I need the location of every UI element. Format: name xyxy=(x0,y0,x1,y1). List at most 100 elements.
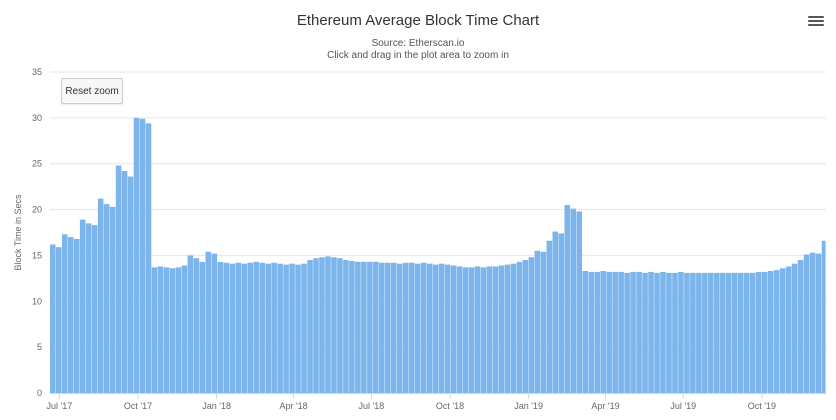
bar xyxy=(414,263,421,393)
bar xyxy=(115,165,122,393)
bar xyxy=(462,267,469,393)
bar xyxy=(749,272,756,393)
bar xyxy=(50,244,56,393)
chart-title: Ethereum Average Block Time Chart xyxy=(296,12,540,29)
bar xyxy=(139,118,146,393)
hamburger-menu-icon[interactable] xyxy=(808,14,824,28)
bar xyxy=(570,208,577,393)
y-tick-label: 5 xyxy=(37,342,42,352)
bar xyxy=(181,265,188,393)
bar xyxy=(253,261,259,393)
bar xyxy=(408,262,415,393)
bar xyxy=(169,268,176,393)
bar xyxy=(259,262,265,393)
bar xyxy=(361,261,367,393)
y-tick-label: 30 xyxy=(32,113,42,123)
bar xyxy=(576,211,583,393)
bar xyxy=(432,264,439,393)
bar xyxy=(355,261,361,393)
bar xyxy=(187,255,194,393)
bar xyxy=(702,272,708,393)
bar xyxy=(773,270,780,393)
bar xyxy=(289,263,295,393)
bar xyxy=(708,272,714,393)
x-tick-label: Oct '17 xyxy=(124,401,152,411)
bar xyxy=(510,263,517,393)
bar xyxy=(450,265,457,393)
bar xyxy=(325,256,331,393)
bar xyxy=(654,272,660,393)
bar xyxy=(522,260,529,393)
bar xyxy=(205,251,212,393)
bar xyxy=(307,260,313,393)
bar xyxy=(731,272,738,393)
bar xyxy=(516,261,523,393)
y-tick-label: 15 xyxy=(32,250,42,260)
bar xyxy=(402,262,409,393)
bar xyxy=(277,263,283,393)
bar xyxy=(755,271,762,393)
bar xyxy=(295,264,301,393)
bar xyxy=(235,262,242,393)
bar xyxy=(630,271,636,393)
bar xyxy=(648,271,654,393)
bar xyxy=(163,267,170,393)
bar xyxy=(385,262,391,393)
bar xyxy=(265,263,271,393)
bar xyxy=(672,272,678,393)
bar xyxy=(211,253,218,393)
bar xyxy=(737,272,744,393)
bar xyxy=(390,262,397,393)
bar xyxy=(582,271,589,393)
bar xyxy=(79,219,86,393)
bar xyxy=(319,257,325,393)
bar xyxy=(91,225,98,393)
bar xyxy=(474,266,481,393)
bar xyxy=(642,272,648,393)
bar xyxy=(379,262,385,393)
bar xyxy=(480,267,487,393)
bar xyxy=(791,263,798,393)
y-tick-label: 25 xyxy=(32,159,42,169)
bar xyxy=(193,258,200,393)
bar xyxy=(767,271,774,393)
bar xyxy=(546,240,553,393)
bar xyxy=(420,262,427,393)
bar xyxy=(103,204,110,393)
bar xyxy=(797,260,804,393)
bar xyxy=(283,264,289,393)
bar xyxy=(271,262,277,393)
bar xyxy=(337,258,343,393)
bar xyxy=(558,233,565,393)
bar xyxy=(761,271,768,393)
bar xyxy=(666,272,672,393)
bar xyxy=(109,206,116,393)
bar xyxy=(743,272,750,393)
bar xyxy=(313,258,319,393)
reset-zoom-button[interactable]: Reset zoom xyxy=(61,78,123,104)
bar xyxy=(498,265,505,393)
x-tick-label: Jan '18 xyxy=(202,401,231,411)
bar xyxy=(223,262,230,393)
bar xyxy=(97,198,104,393)
bar xyxy=(696,272,702,393)
bar xyxy=(564,204,571,393)
x-tick-label: Apr '19 xyxy=(591,401,619,411)
bar xyxy=(55,247,62,393)
x-tick-label: Jul '19 xyxy=(670,401,696,411)
bar xyxy=(690,272,696,393)
bar xyxy=(612,271,618,393)
bar xyxy=(247,262,254,393)
bar xyxy=(217,261,224,393)
bar xyxy=(73,238,80,393)
bar xyxy=(588,271,594,393)
y-axis-title: Block Time in Secs xyxy=(13,194,23,271)
bar xyxy=(779,268,786,393)
bar xyxy=(714,272,720,393)
bar xyxy=(594,271,600,393)
bar xyxy=(809,252,816,393)
bar xyxy=(726,272,732,393)
y-tick-label: 20 xyxy=(32,205,42,215)
bar xyxy=(815,253,822,393)
